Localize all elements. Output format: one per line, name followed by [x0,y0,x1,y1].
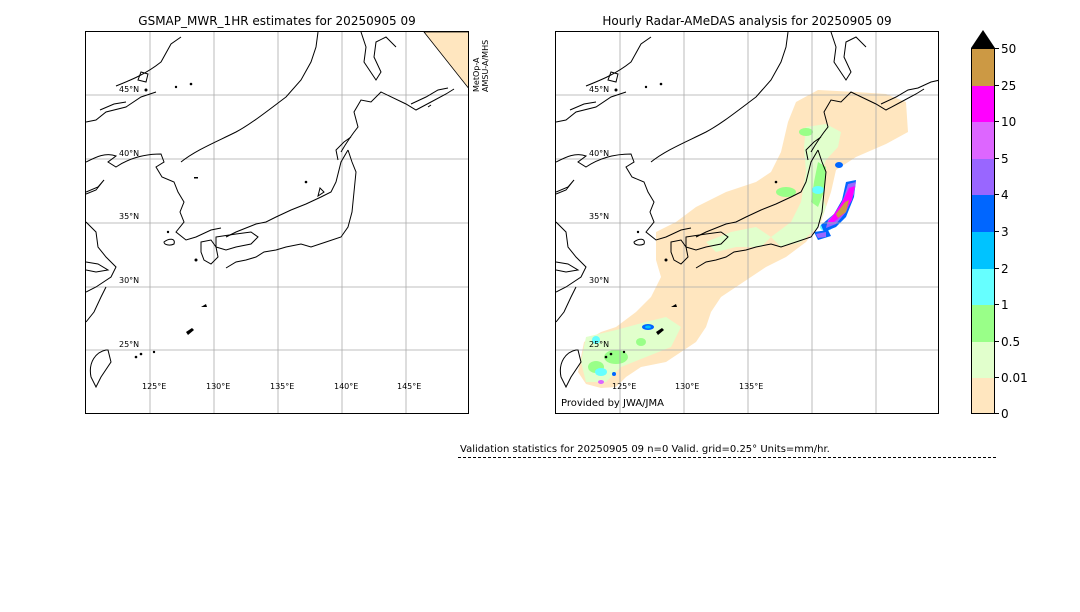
left-lat-label-40: 40°N [119,149,140,158]
left-lat-label-35: 35°N [119,212,140,221]
validation-divider [458,457,996,458]
right-lon-label-125: 125°E [612,382,637,391]
sensor-name: AMSU-A/MHS [481,39,490,92]
right-lon-label-130: 130°E [675,382,700,391]
left-map [85,31,469,414]
colorbar-label-2: 2 [1001,262,1009,276]
coastlines [86,32,455,389]
colorbar-label-25: 25 [1001,79,1017,93]
coastlines [556,32,938,389]
colorbar-label-3: 3 [1001,225,1009,239]
heavy-precip-band [598,162,856,384]
data-credit: Provided by JWA/JMA [561,398,664,409]
small-islands [134,82,308,359]
colorbar-seg-1-2 [972,268,994,306]
colorbar-seg-25-50 [972,49,994,86]
colorbar-label-1: 1 [1001,298,1009,312]
right-lat-label-35: 35°N [589,212,610,221]
colorbar-seg-0.5-1 [972,305,994,342]
colorbar-label-0: 0 [1001,407,1009,421]
left-map-canvas [86,32,468,413]
left-lat-label-30: 30°N [119,276,140,285]
colorbar-seg-2-3 [972,232,994,269]
colorbar-seg-0.01-0.5 [972,341,994,379]
precip-0.5-1 [588,128,826,373]
colorbar-label-50: 50 [1001,42,1017,56]
satellite-name: MetOp-A [472,57,481,92]
left-lon-label-145: 145°E [397,382,422,391]
right-map [555,31,939,414]
right-lat-label-30: 30°N [589,276,610,285]
colorbar-seg-10-25 [972,85,994,123]
colorbar-extend-arrow [971,30,995,48]
right-lat-label-45: 45°N [589,85,610,94]
left-lon-label-135: 135°E [270,382,295,391]
colorbar-label-4: 4 [1001,188,1009,202]
left-map-title: GSMAP_MWR_1HR estimates for 20250905 09 [138,14,416,28]
colorbar-label-5: 5 [1001,152,1009,166]
validation-statistics: Validation statistics for 20250905 09 n=… [460,444,830,455]
colorbar-seg-5-10 [972,122,994,159]
small-islands [604,82,778,359]
gridlines [556,32,938,413]
gridlines [86,32,468,413]
colorbar [971,48,995,414]
right-lat-label-25: 25°N [589,340,610,349]
precip-0.01-0.5 [581,124,841,382]
colorbar-seg-3-4 [972,195,994,232]
right-map-canvas [556,32,938,413]
colorbar-label-10: 10 [1001,115,1017,129]
left-lon-label-140: 140°E [334,382,359,391]
colorbar-label-0.01: 0.01 [1001,371,1028,385]
colorbar-seg-4-5 [972,158,994,196]
left-lon-label-125: 125°E [142,382,167,391]
right-map-title: Hourly Radar-AMeDAS analysis for 2025090… [602,14,892,28]
right-lon-label-135: 135°E [739,382,764,391]
left-lat-label-25: 25°N [119,340,140,349]
right-lat-label-40: 40°N [589,149,610,158]
satellite-sensor-label: MetOp-A AMSU-A/MHS [472,40,490,92]
colorbar-seg-0-0.01 [972,378,994,413]
left-lat-label-45: 45°N [119,85,140,94]
left-lon-label-130: 130°E [206,382,231,391]
satellite-swath-area [423,32,468,89]
colorbar-label-0.5: 0.5 [1001,335,1021,349]
